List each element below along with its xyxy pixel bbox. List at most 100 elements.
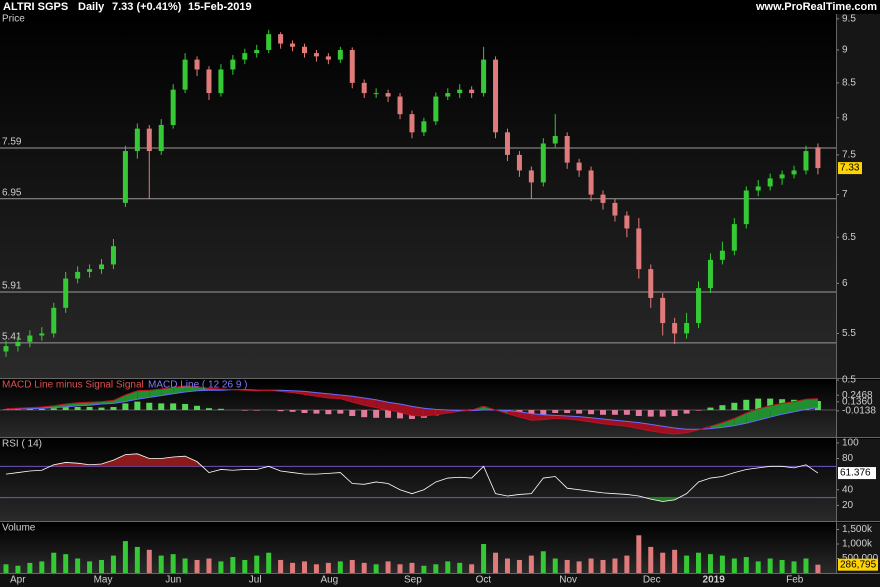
candle-body — [290, 43, 296, 47]
volume-bar — [206, 558, 212, 573]
volume-bar — [815, 564, 821, 573]
histogram-bar — [552, 410, 559, 413]
volume-bar — [540, 551, 546, 573]
source: www.ProRealTime.com — [755, 1, 877, 13]
volume-bar — [158, 555, 164, 573]
macd-ribbon — [340, 395, 353, 403]
panel-title: Price — [2, 14, 25, 25]
candle-body — [469, 89, 475, 94]
volume-bar — [51, 552, 57, 573]
volume-bar — [791, 561, 797, 573]
x-tick-label: Oct — [476, 575, 492, 586]
macd-ribbon — [519, 411, 532, 421]
macd-ribbon — [734, 413, 747, 426]
candle-body — [87, 269, 93, 272]
macd-ribbon — [411, 406, 424, 416]
volume-bar — [660, 552, 666, 573]
candle-body — [612, 202, 618, 216]
x-axis-bg — [0, 574, 880, 587]
y-tick-label: 20 — [842, 500, 854, 511]
candle-body — [552, 136, 558, 144]
volume-bar — [731, 558, 737, 573]
panel-bg — [0, 439, 836, 521]
candle-body — [51, 307, 57, 334]
volume-bar — [696, 552, 702, 573]
candle-body — [313, 53, 319, 57]
axis-bg — [836, 439, 880, 521]
histogram-bar — [767, 398, 774, 410]
volume-bar — [337, 561, 343, 573]
candle-body — [504, 132, 510, 155]
volume-bar — [397, 564, 403, 573]
histogram-bar — [397, 410, 404, 419]
oversold-area — [6, 497, 818, 502]
histogram-bar — [170, 403, 177, 410]
volume-bar — [75, 558, 81, 573]
volume-bar — [779, 559, 785, 573]
histogram-bar — [349, 410, 356, 416]
volume-bar — [3, 564, 9, 573]
candle-body — [230, 59, 236, 70]
histogram-bar — [122, 403, 129, 410]
histogram-bar — [361, 410, 368, 418]
histogram-bar — [182, 404, 189, 410]
histogram-bar — [146, 402, 153, 410]
axis-bg — [836, 14, 880, 378]
candle-body — [767, 178, 773, 187]
candle-body — [278, 34, 284, 44]
candle-body — [63, 278, 69, 308]
level-label: 5.41 — [2, 332, 22, 343]
candle-body — [636, 228, 642, 270]
candle-body — [3, 346, 9, 352]
volume-bar — [612, 558, 618, 573]
histogram-bar — [385, 410, 392, 418]
histogram-bar — [755, 398, 762, 410]
y-tick-label: -0.0138 — [842, 405, 876, 416]
y-tick-label: 8.5 — [842, 77, 856, 88]
quote: 7.33 (+0.41%) — [112, 1, 182, 13]
histogram-bar — [98, 407, 105, 410]
histogram-bar — [373, 410, 380, 418]
volume-bar — [493, 552, 499, 573]
histogram-bar — [325, 410, 332, 415]
volume-bar — [63, 554, 69, 573]
macd-ribbon — [794, 399, 806, 412]
volume-bar — [433, 564, 439, 573]
macd-ribbon — [722, 418, 735, 428]
histogram-bar — [14, 409, 21, 410]
candle-body — [266, 34, 272, 50]
histogram-bar — [134, 401, 141, 410]
macd-ribbon — [770, 403, 783, 418]
macd-ribbon — [364, 398, 377, 408]
macd-ribbon — [805, 398, 818, 410]
histogram-bar — [3, 409, 9, 410]
y-tick-label: 500,000 — [842, 553, 879, 564]
y-tick-label: 1,500k — [842, 524, 873, 535]
volume-bar — [636, 535, 642, 573]
volume-bar — [743, 557, 749, 573]
histogram-bar — [194, 405, 201, 410]
candle-body — [158, 124, 164, 152]
macd-ribbon — [650, 424, 663, 433]
candle-body — [696, 288, 702, 324]
histogram-bar — [217, 408, 224, 410]
last-box — [838, 467, 876, 480]
level-label: 5.91 — [2, 281, 22, 292]
axis-bg — [836, 380, 880, 437]
candle-body — [75, 271, 81, 279]
candle-body — [206, 69, 212, 94]
histogram-bar — [600, 410, 606, 415]
panel-subtitle: MACD Line ( 12 26 9 ) — [148, 380, 248, 391]
histogram-bar — [659, 410, 666, 417]
candle-body — [540, 143, 546, 183]
x-tick-label: Feb — [786, 575, 804, 586]
candle-body — [803, 151, 809, 171]
x-tick-label: Nov — [559, 575, 577, 586]
period: Daily — [78, 1, 105, 13]
candle-body — [325, 56, 331, 60]
volume-bar — [39, 561, 45, 573]
candle-body — [624, 215, 630, 229]
macd-ribbon — [603, 419, 615, 425]
y-tick-label: 40 — [842, 484, 854, 495]
